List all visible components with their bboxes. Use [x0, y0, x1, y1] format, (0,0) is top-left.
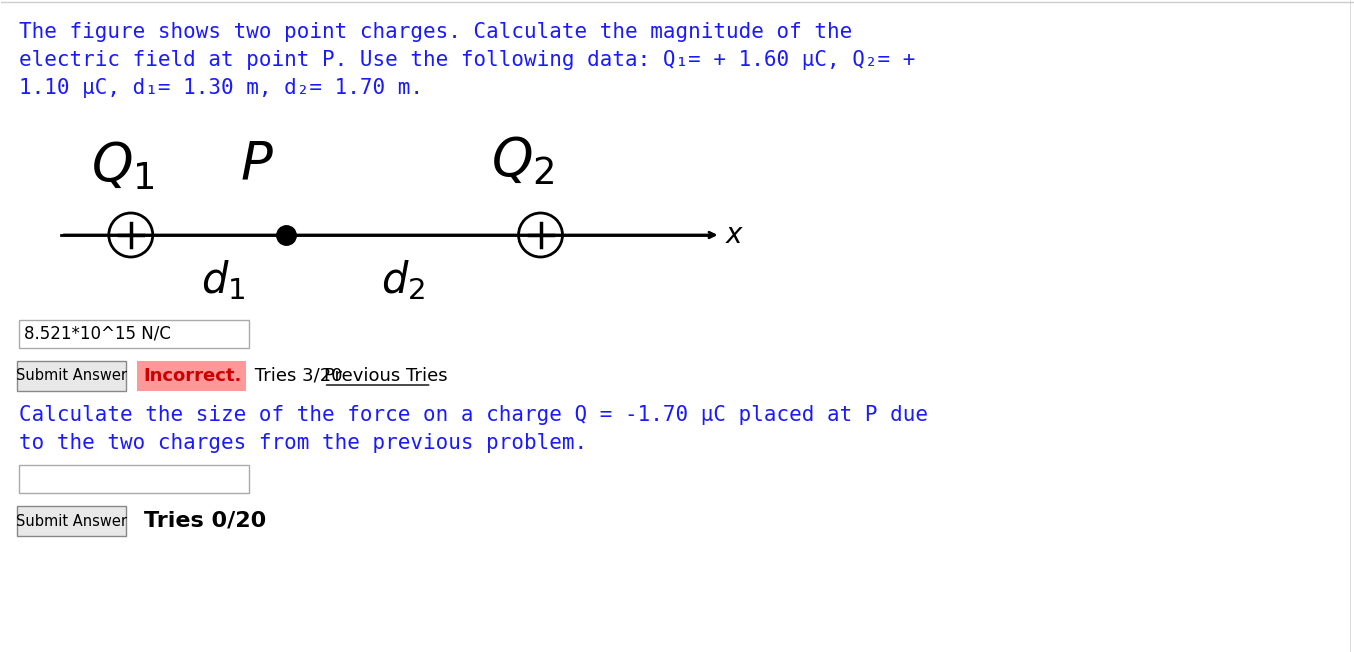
Text: P: P	[241, 138, 272, 190]
FancyBboxPatch shape	[16, 361, 126, 391]
Text: Submit Answer: Submit Answer	[16, 368, 127, 383]
FancyBboxPatch shape	[16, 506, 126, 536]
FancyBboxPatch shape	[19, 320, 249, 348]
Text: $d_2$: $d_2$	[380, 258, 425, 302]
Text: x: x	[726, 221, 742, 249]
Text: electric field at point P. Use the following data: Q₁= + 1.60 μC, Q₂= +: electric field at point P. Use the follo…	[19, 50, 915, 70]
Text: Calculate the size of the force on a charge Q = -1.70 μC placed at P due: Calculate the size of the force on a cha…	[19, 405, 927, 425]
Text: Incorrect.: Incorrect.	[144, 367, 242, 385]
Text: $Q_2$: $Q_2$	[490, 135, 554, 188]
Text: Tries 0/20: Tries 0/20	[144, 511, 265, 531]
Text: Tries 3/20: Tries 3/20	[249, 367, 348, 385]
Text: Submit Answer: Submit Answer	[16, 514, 127, 529]
Text: 8.521*10^15 N/C: 8.521*10^15 N/C	[24, 325, 171, 343]
Text: to the two charges from the previous problem.: to the two charges from the previous pro…	[19, 433, 588, 453]
FancyBboxPatch shape	[19, 465, 249, 493]
Text: $Q_1$: $Q_1$	[91, 140, 154, 193]
Text: 1.10 μC, d₁= 1.30 m, d₂= 1.70 m.: 1.10 μC, d₁= 1.30 m, d₂= 1.70 m.	[19, 78, 422, 98]
FancyBboxPatch shape	[137, 361, 245, 391]
Text: Previous Tries: Previous Tries	[324, 367, 447, 385]
Text: The figure shows two point charges. Calculate the magnitude of the: The figure shows two point charges. Calc…	[19, 22, 852, 42]
Text: $d_1$: $d_1$	[200, 258, 245, 302]
